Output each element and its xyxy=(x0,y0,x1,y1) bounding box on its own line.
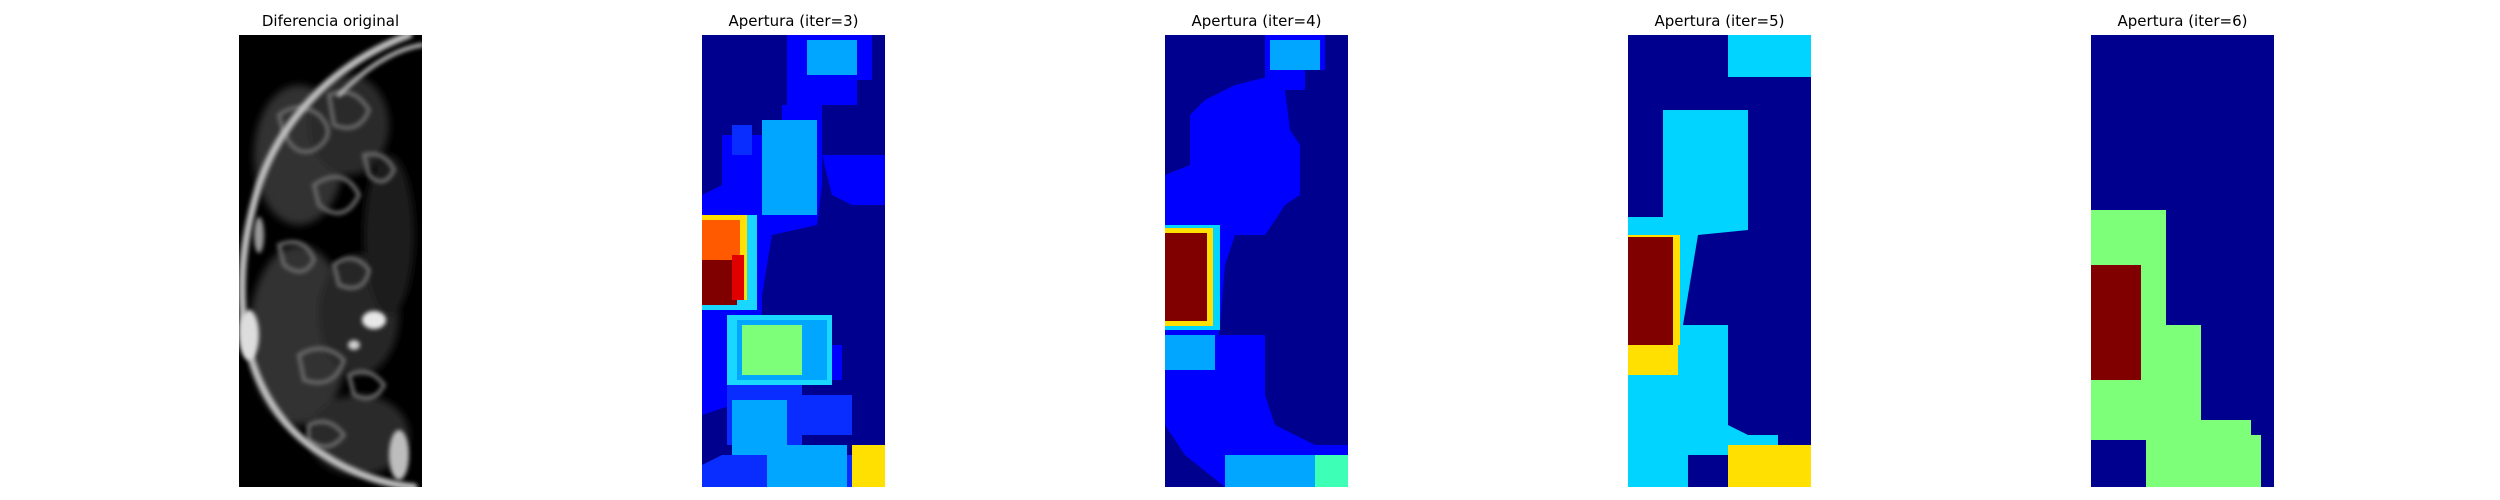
opening-iter-3-image xyxy=(702,35,885,487)
panel-iter-4: Apertura (iter=4) xyxy=(1165,0,1348,500)
panel-title: Diferencia original xyxy=(261,12,400,30)
panel-title: Apertura (iter=3) xyxy=(728,12,859,30)
panel-iter-5: Apertura (iter=5) xyxy=(1628,0,1811,500)
panel-iter-6: Apertura (iter=6) xyxy=(2091,0,2274,500)
opening-iter-6-image xyxy=(2091,35,2274,487)
panel-original: Diferencia original xyxy=(239,0,422,500)
original-difference-image xyxy=(239,35,422,487)
panel-title: Apertura (iter=6) xyxy=(2117,12,2248,30)
opening-iter-4-image xyxy=(1165,35,1348,487)
panel-iter-3: Apertura (iter=3) xyxy=(702,0,885,500)
panel-title: Apertura (iter=5) xyxy=(1654,12,1785,30)
panel-title: Apertura (iter=4) xyxy=(1191,12,1322,30)
opening-iter-5-image xyxy=(1628,35,1811,487)
